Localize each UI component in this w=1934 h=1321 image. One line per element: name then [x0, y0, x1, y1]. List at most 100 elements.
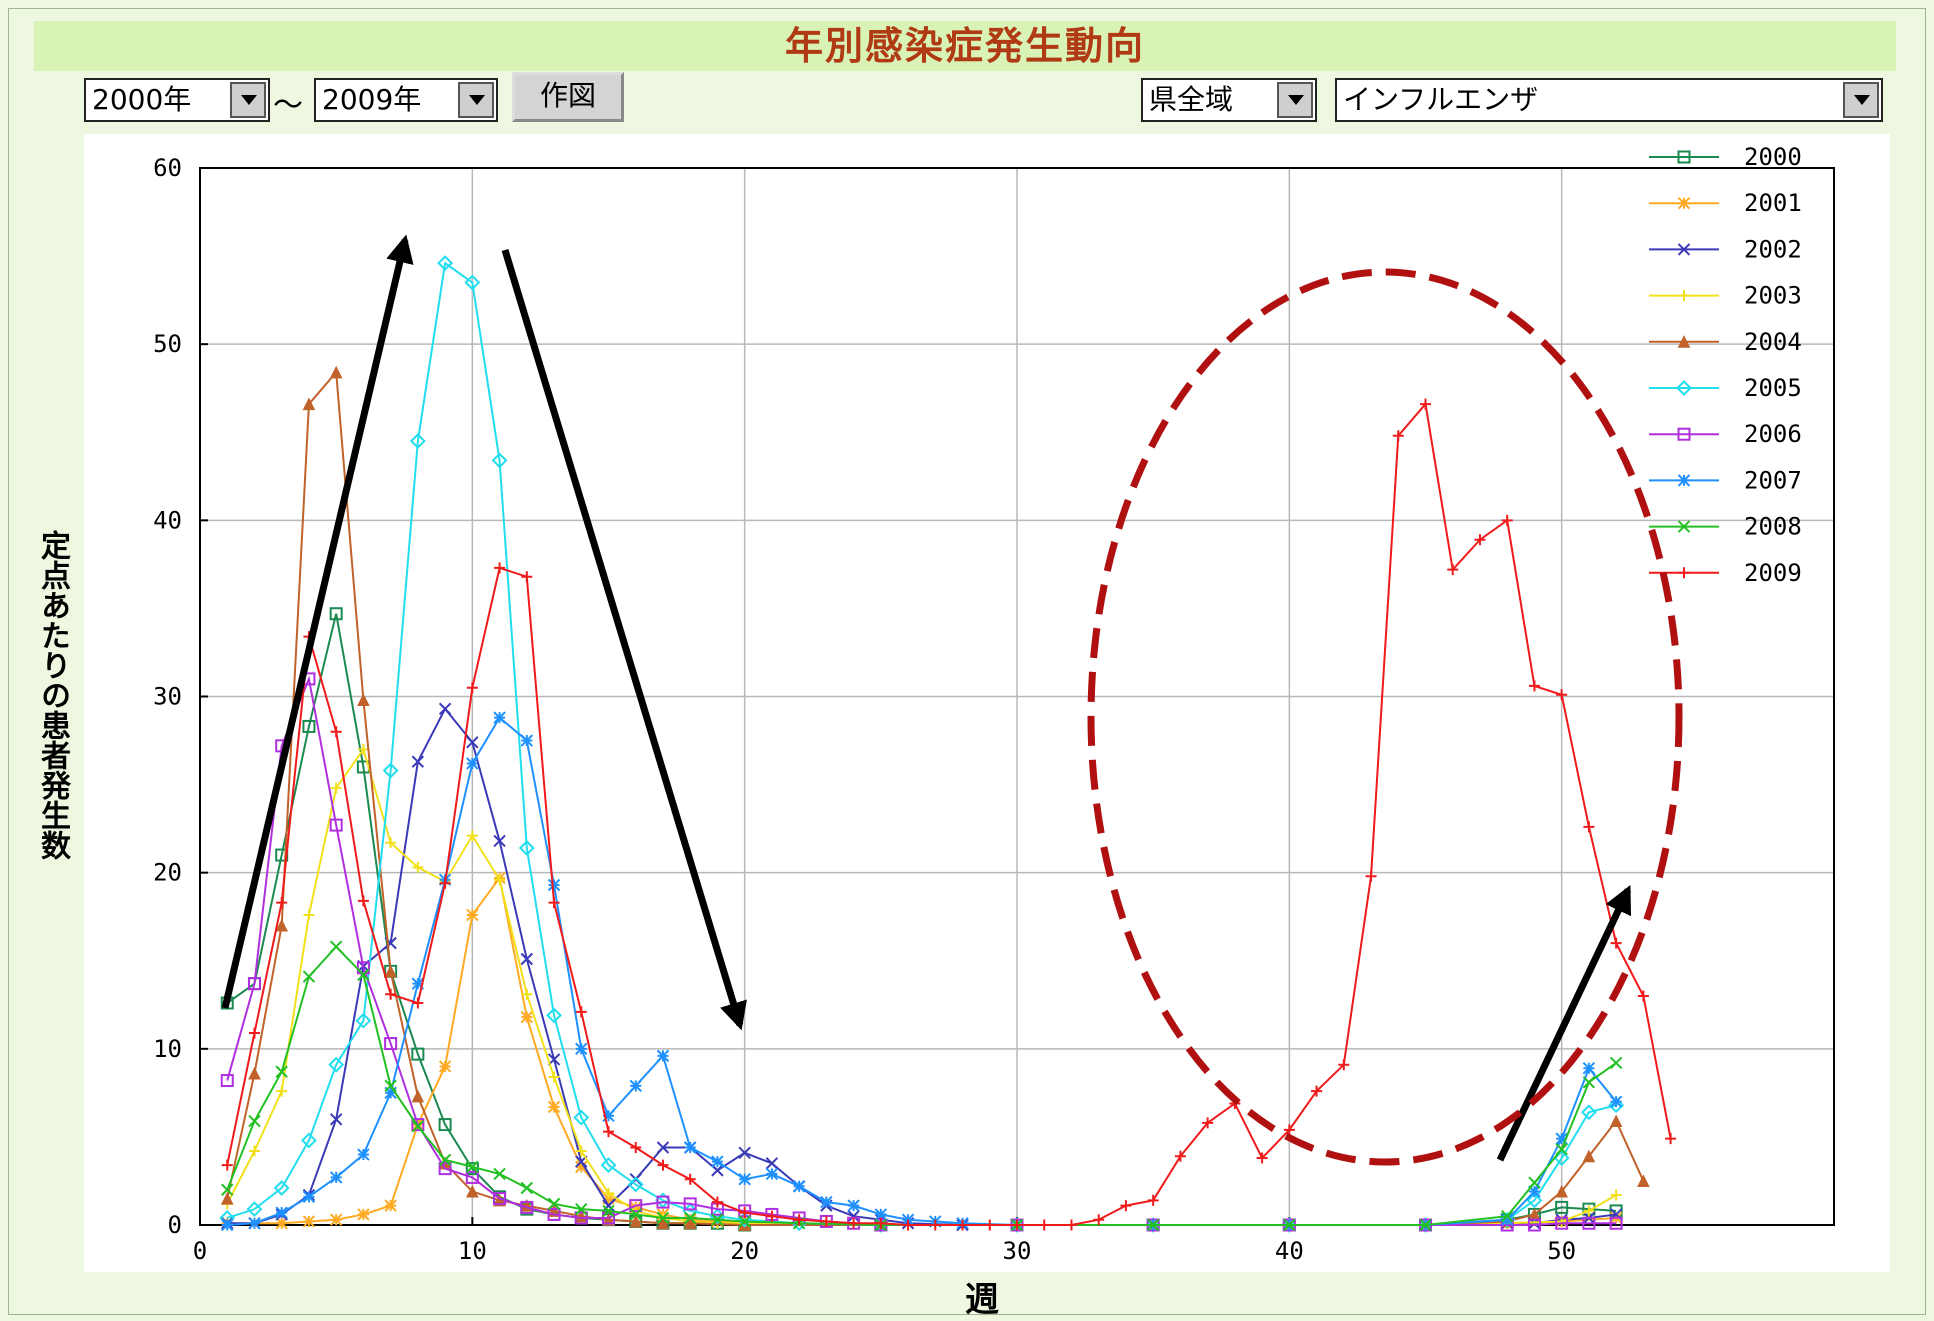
- data-point: [711, 1164, 724, 1177]
- data-point: [1555, 1132, 1568, 1145]
- legend-marker-2004: [1677, 335, 1691, 348]
- data-point: [1609, 1114, 1623, 1128]
- data-point: [711, 1213, 724, 1226]
- legend-marker-2007: [1677, 474, 1691, 487]
- disease-value: インフルエンザ: [1343, 83, 1539, 116]
- data-point: [1038, 1219, 1050, 1231]
- plot-button[interactable]: 作図: [512, 72, 624, 122]
- range-separator: ～: [273, 88, 303, 123]
- chevron-down-icon[interactable]: [1843, 82, 1879, 118]
- data-point: [738, 1172, 751, 1186]
- data-point: [493, 1192, 507, 1206]
- data-point: [793, 1214, 805, 1226]
- data-point: [547, 878, 561, 892]
- data-point: [412, 997, 424, 1009]
- legend-label-2000: 2000: [1744, 143, 1802, 171]
- series-line-2004: [226, 369, 1645, 1226]
- data-point: [1120, 1200, 1132, 1212]
- data-point: [575, 1042, 588, 1056]
- data-point: [602, 1109, 615, 1122]
- data-point: [1582, 1062, 1596, 1075]
- plot-area: 0 10 20 30 40 50 0 10 20 30 40 50 60 2000 2001 2002 2003…: [84, 134, 1890, 1272]
- data-point: [1609, 1056, 1623, 1070]
- data-point: [411, 977, 425, 990]
- data-point: [766, 1210, 778, 1222]
- data-point: [574, 1211, 588, 1225]
- series-2001: [227, 875, 1617, 1226]
- line-chart: 0 10 20 30 40 50 0 10 20 30 40 50 60 2000 2001 2002 2003…: [153, 143, 1835, 1265]
- data-point: [548, 897, 560, 909]
- data-point: [657, 1159, 669, 1171]
- y-tick-label: 10: [153, 1035, 182, 1063]
- x-tick-label: 20: [730, 1237, 759, 1265]
- chevron-down-icon[interactable]: [458, 82, 494, 118]
- data-point: [384, 964, 397, 978]
- data-point: [547, 1207, 561, 1221]
- data-point: [1555, 1184, 1568, 1198]
- data-point: [984, 1219, 996, 1231]
- legend-label-2001: 2001: [1744, 189, 1802, 217]
- data-point: [521, 571, 533, 583]
- dashed-ellipse-annotation: [1087, 268, 1683, 1166]
- data-point: [1365, 870, 1377, 882]
- data-point: [1338, 1059, 1350, 1071]
- data-point: [1500, 1209, 1514, 1223]
- data-point: [329, 607, 343, 621]
- data-point: [329, 1213, 343, 1226]
- x-tick-label: 0: [193, 1237, 207, 1265]
- data-point: [573, 1109, 590, 1126]
- data-point: [1146, 1218, 1160, 1232]
- data-point: [1527, 1218, 1541, 1232]
- legend-marker-2005: [1676, 380, 1692, 396]
- series-line-2009: [226, 401, 1672, 1226]
- data-point: [1093, 1214, 1105, 1226]
- data-point: [1608, 1097, 1625, 1114]
- data-point: [1392, 430, 1404, 442]
- data-point: [1637, 1174, 1650, 1187]
- data-point: [548, 1071, 560, 1083]
- data-point: [847, 1209, 860, 1223]
- data-point: [438, 1153, 452, 1167]
- data-point: [630, 1141, 642, 1153]
- y-tick-label: 0: [168, 1211, 182, 1239]
- data-point: [547, 1197, 561, 1211]
- data-point: [1526, 1192, 1543, 1209]
- data-point: [684, 1173, 696, 1185]
- data-point: [466, 1184, 479, 1198]
- series-line-2001: [227, 875, 1617, 1226]
- end-year-select[interactable]: 2009年: [314, 78, 498, 122]
- region-select[interactable]: 県全域: [1141, 78, 1317, 122]
- data-point: [1447, 564, 1459, 576]
- data-point: [848, 1217, 860, 1229]
- data-point: [466, 830, 478, 842]
- disease-select[interactable]: インフルエンザ: [1335, 78, 1883, 122]
- data-point: [357, 743, 369, 755]
- data-point: [874, 1208, 888, 1221]
- legend-label-2009: 2009: [1744, 559, 1802, 587]
- data-point: [438, 702, 452, 716]
- data-point: [466, 908, 479, 922]
- data-point: [466, 736, 479, 749]
- data-point: [575, 1160, 588, 1174]
- data-point: [1202, 1117, 1214, 1129]
- chevron-down-icon[interactable]: [1277, 82, 1313, 118]
- data-point: [409, 433, 426, 449]
- data-point: [792, 1180, 806, 1193]
- data-point: [275, 1206, 288, 1219]
- data-point: [329, 1113, 343, 1126]
- chevron-down-icon[interactable]: [230, 82, 266, 118]
- data-point: [1556, 689, 1568, 701]
- data-point: [494, 874, 506, 886]
- start-year-select[interactable]: 2000年: [84, 78, 270, 122]
- data-point: [1147, 1194, 1159, 1206]
- data-point: [328, 1056, 345, 1073]
- data-point: [411, 1047, 425, 1061]
- region-value: 県全域: [1149, 83, 1234, 116]
- data-point: [1580, 1104, 1597, 1121]
- data-point: [629, 1208, 642, 1221]
- data-point: [248, 1217, 261, 1230]
- data-point: [575, 1202, 588, 1216]
- data-point: [275, 1065, 288, 1078]
- data-point: [902, 1219, 914, 1231]
- data-point: [820, 1215, 832, 1227]
